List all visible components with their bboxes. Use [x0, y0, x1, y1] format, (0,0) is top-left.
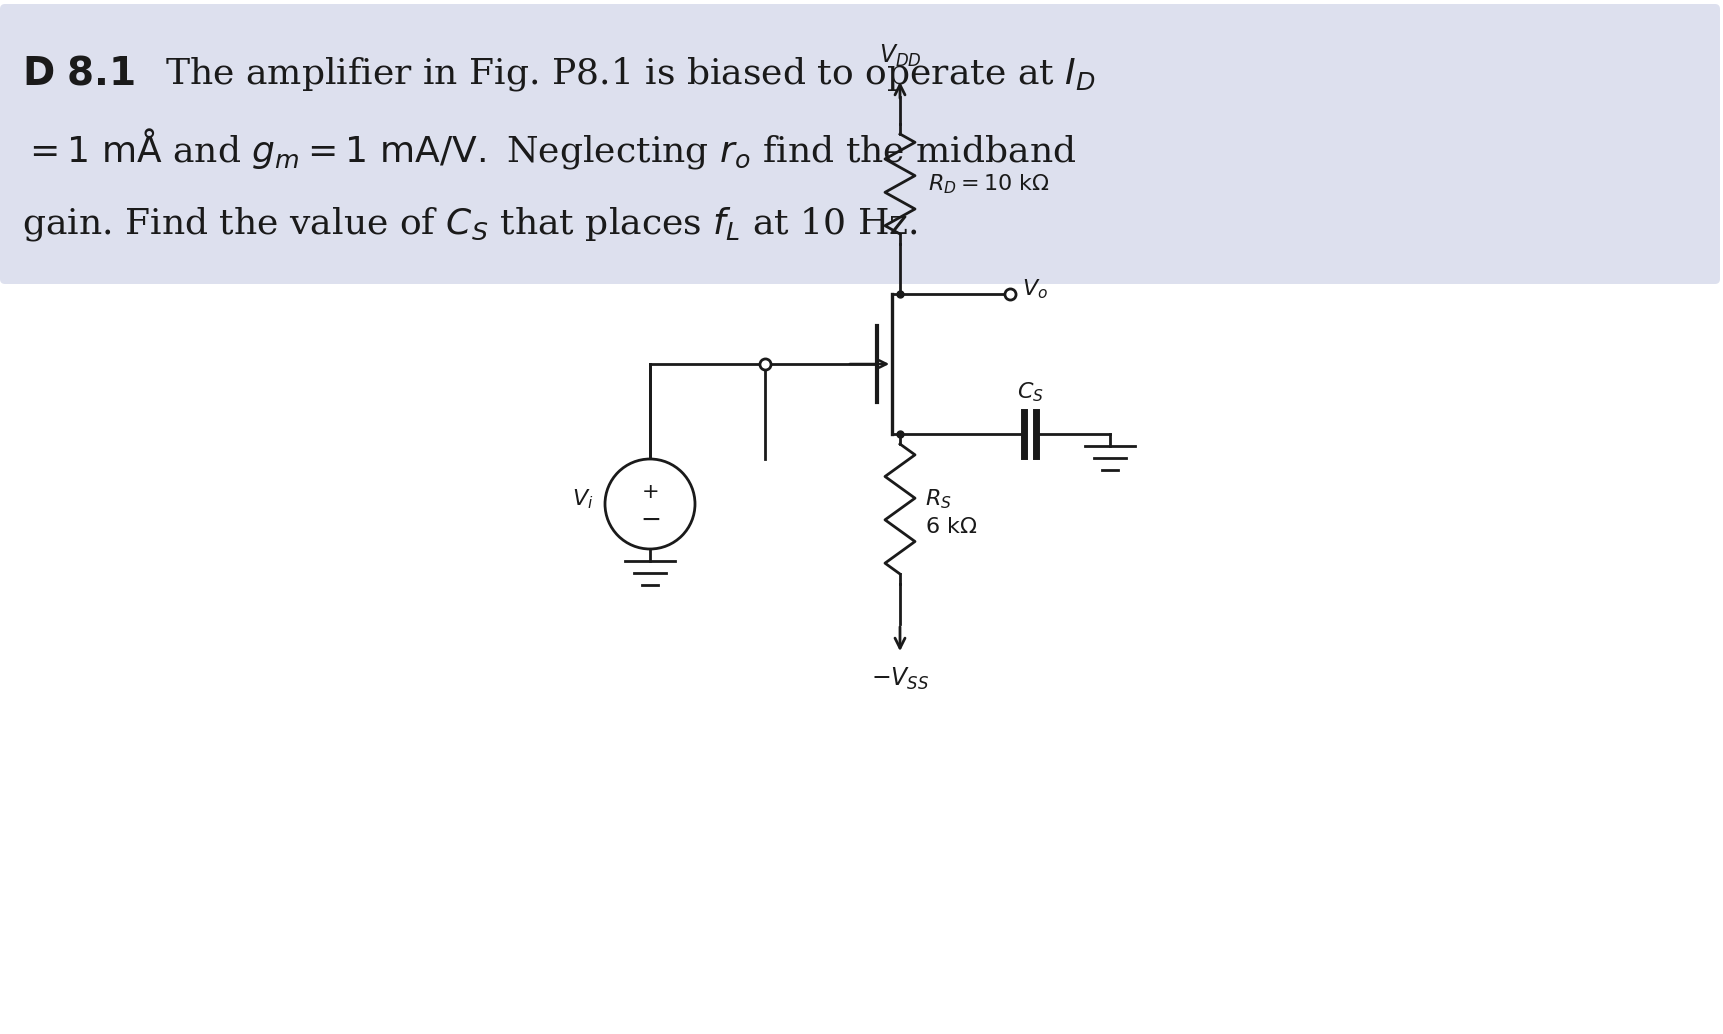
Text: $6\ \mathrm{k\Omega}$: $6\ \mathrm{k\Omega}$: [925, 517, 977, 537]
Text: $R_D = 10\ \mathrm{k\Omega}$: $R_D = 10\ \mathrm{k\Omega}$: [927, 173, 1049, 195]
FancyBboxPatch shape: [0, 4, 1720, 284]
Circle shape: [605, 459, 694, 549]
Text: $V_o$: $V_o$: [1022, 277, 1048, 301]
Text: The amplifier in Fig. P8.1 is biased to operate at $I_D$: The amplifier in Fig. P8.1 is biased to …: [165, 55, 1094, 93]
Text: $+$: $+$: [641, 482, 658, 501]
Text: gain. Find the value of $C_S$ that places $f_L$ at 10 Hz.: gain. Find the value of $C_S$ that place…: [22, 205, 917, 243]
Text: $C_S$: $C_S$: [1017, 381, 1042, 404]
Text: $R_S$: $R_S$: [925, 487, 951, 511]
Text: $= 1\ \mathrm{m\AA}$ and $g_m = 1\ \mathrm{mA/V.}$ Neglecting $r_o$ find the mid: $= 1\ \mathrm{m\AA}$ and $g_m = 1\ \math…: [22, 126, 1075, 172]
Text: $-$: $-$: [639, 507, 660, 531]
Text: $V_i$: $V_i$: [572, 487, 593, 511]
Text: $\mathbf{D\ 8.1}$: $\mathbf{D\ 8.1}$: [22, 56, 134, 92]
Text: $V_{DD}$: $V_{DD}$: [879, 42, 920, 69]
Text: $-V_{SS}$: $-V_{SS}$: [870, 666, 929, 692]
